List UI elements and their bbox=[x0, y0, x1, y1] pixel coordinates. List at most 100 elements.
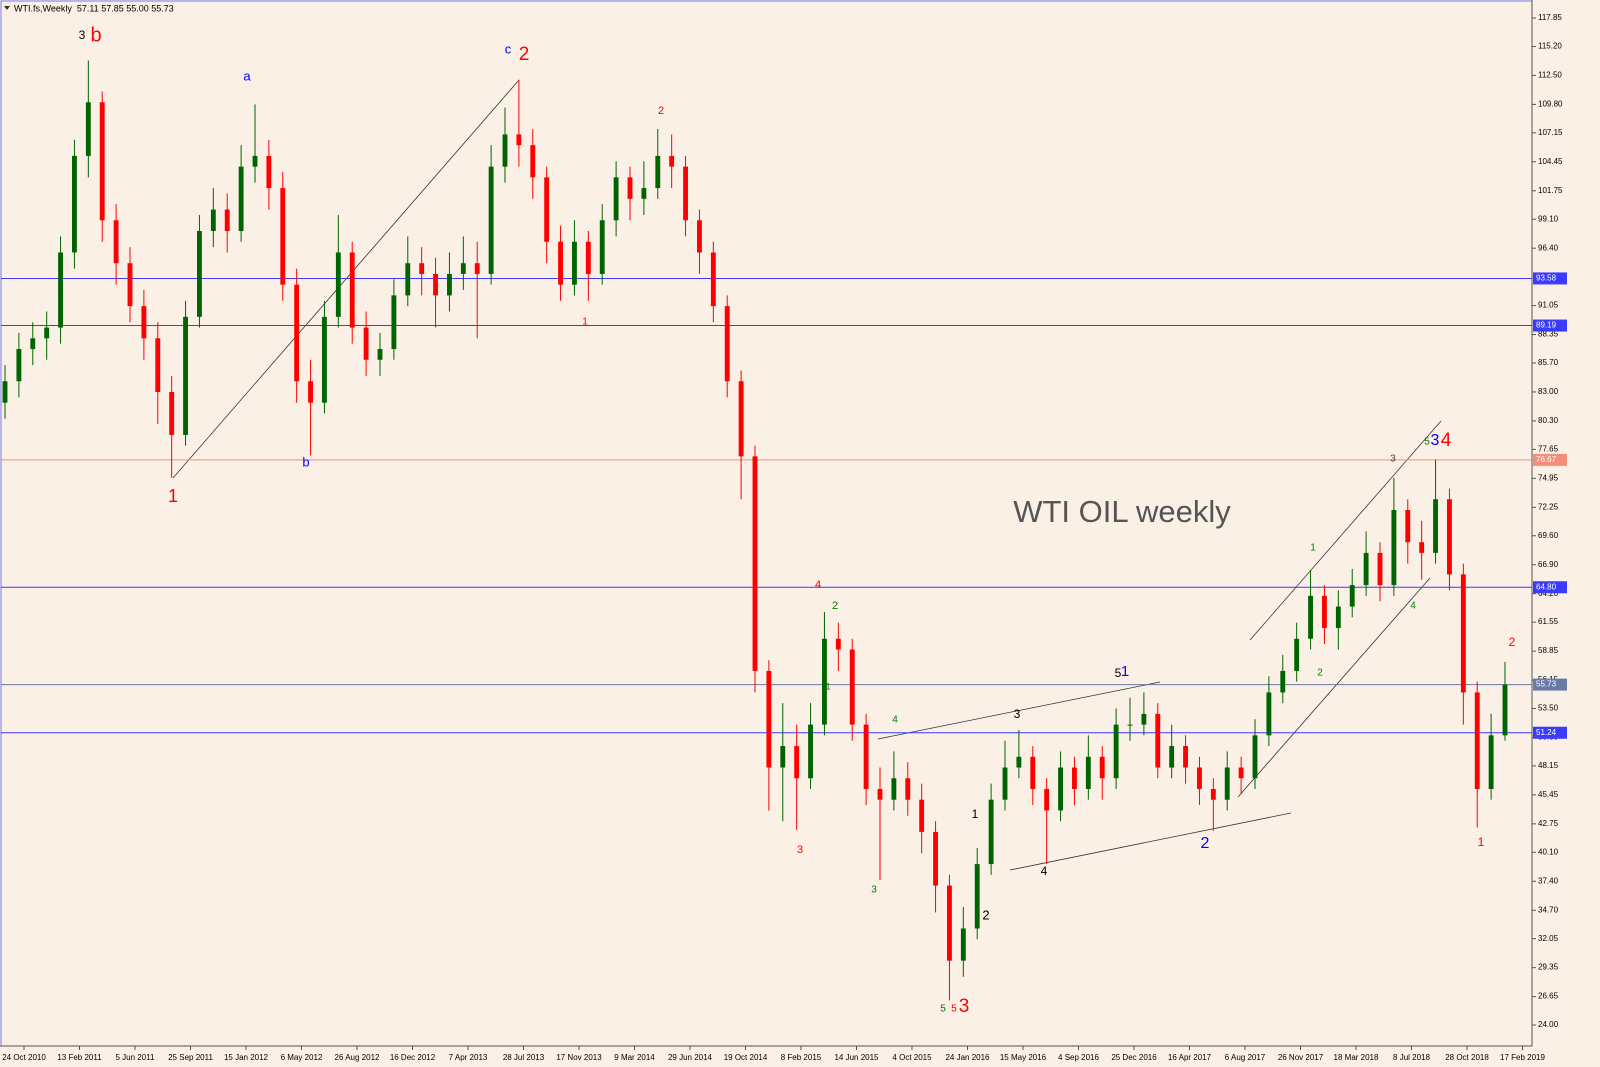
y-tick-label: 104.45 bbox=[1538, 157, 1563, 166]
wave-label: c bbox=[505, 41, 512, 56]
candle-body bbox=[322, 316, 327, 403]
candle-body bbox=[349, 252, 355, 328]
y-tick-label: 88.35 bbox=[1538, 330, 1559, 339]
candle-body bbox=[947, 885, 952, 961]
trend-line bbox=[1237, 577, 1431, 798]
candle-body bbox=[44, 327, 50, 339]
level-label: 51.24 bbox=[1536, 728, 1557, 737]
candle-body bbox=[474, 263, 480, 274]
x-tick-label: 24 Oct 2010 bbox=[2, 1053, 46, 1062]
candle-body bbox=[1169, 746, 1175, 768]
x-tick-label: 5 Jun 2011 bbox=[116, 1053, 156, 1062]
level-label: 64.80 bbox=[1536, 582, 1557, 591]
y-tick-label: 83.00 bbox=[1538, 387, 1559, 396]
candle-body bbox=[1349, 585, 1355, 607]
x-tick-label: 26 Aug 2012 bbox=[335, 1053, 380, 1062]
x-tick-label: 19 Oct 2014 bbox=[724, 1053, 768, 1062]
x-tick-label: 9 Mar 2014 bbox=[614, 1053, 655, 1062]
candle-body bbox=[405, 263, 411, 296]
wave-label: 4 bbox=[892, 715, 898, 726]
y-tick-label: 69.60 bbox=[1538, 531, 1559, 540]
wave-label: 3 bbox=[1390, 454, 1396, 465]
candle-body bbox=[113, 220, 119, 264]
candle-body bbox=[655, 155, 661, 189]
y-tick-label: 29.35 bbox=[1538, 963, 1559, 972]
chart-header: WTI.fs,Weekly 57.11 57.85 55.00 55.73 bbox=[14, 3, 174, 13]
y-tick-label: 72.25 bbox=[1538, 502, 1559, 511]
candle-body bbox=[1419, 542, 1425, 553]
candle-body bbox=[599, 220, 605, 274]
candle-body bbox=[1308, 595, 1313, 639]
x-tick-label: 24 Jan 2016 bbox=[945, 1053, 990, 1062]
candle-body bbox=[1155, 713, 1161, 768]
level-label: 93.58 bbox=[1536, 274, 1557, 283]
y-tick-label: 96.40 bbox=[1538, 243, 1559, 252]
candle-body bbox=[363, 327, 369, 360]
candle-body bbox=[85, 102, 91, 156]
trend-line bbox=[877, 681, 1161, 740]
x-tick-label: 26 Nov 2017 bbox=[1278, 1053, 1324, 1062]
trend-line bbox=[1249, 420, 1442, 641]
candle-body bbox=[1280, 670, 1286, 693]
y-tick-label: 53.50 bbox=[1538, 704, 1559, 713]
y-tick-label: 99.10 bbox=[1538, 214, 1559, 223]
candle-body bbox=[447, 273, 452, 296]
trend-lines bbox=[172, 79, 1442, 871]
y-tick-label: 107.15 bbox=[1538, 128, 1563, 137]
x-tick-label: 14 Jun 2015 bbox=[834, 1053, 879, 1062]
wave-label: 5 bbox=[1424, 437, 1430, 448]
x-tick-label: 4 Oct 2015 bbox=[892, 1053, 932, 1062]
y-tick-label: 74.95 bbox=[1538, 473, 1559, 482]
candle-body bbox=[1488, 735, 1494, 789]
candle-body bbox=[210, 209, 216, 232]
candle-body bbox=[960, 928, 966, 961]
candle-body bbox=[919, 799, 925, 832]
wave-label: 4 bbox=[1441, 430, 1452, 451]
candle-body bbox=[1474, 692, 1480, 789]
x-tick-label: 18 Mar 2018 bbox=[1334, 1053, 1379, 1062]
candle-body bbox=[141, 306, 147, 339]
candle-body bbox=[197, 231, 202, 317]
x-tick-label: 15 Jan 2012 bbox=[224, 1053, 269, 1062]
wave-label: 2 bbox=[1509, 635, 1516, 649]
y-tick-label: 37.40 bbox=[1538, 876, 1559, 885]
wave-label: 2 bbox=[519, 44, 530, 65]
y-tick-label: 42.75 bbox=[1538, 819, 1559, 828]
candle-body bbox=[1224, 767, 1230, 800]
wave-label: 1 bbox=[1478, 835, 1485, 849]
candle-body bbox=[183, 316, 188, 435]
y-tick-label: 32.05 bbox=[1538, 934, 1559, 943]
y-tick-label: 26.65 bbox=[1538, 992, 1559, 1001]
candle-body bbox=[16, 349, 22, 382]
wave-label: 2 bbox=[1201, 835, 1210, 852]
candle-body bbox=[516, 134, 522, 146]
wave-label: 2 bbox=[658, 105, 664, 117]
candle-body bbox=[1266, 692, 1272, 736]
candle-body bbox=[1058, 767, 1063, 811]
y-tick-label: 101.75 bbox=[1538, 186, 1563, 195]
level-label-box bbox=[1533, 453, 1567, 466]
candles bbox=[2, 60, 1508, 1001]
candle-body bbox=[30, 338, 36, 350]
candle-body bbox=[1210, 788, 1216, 800]
x-tick-label: 15 May 2016 bbox=[1000, 1053, 1047, 1062]
candle-body bbox=[1433, 499, 1438, 553]
candle-body bbox=[697, 220, 702, 253]
candle-body bbox=[933, 831, 938, 886]
level-label: 55.73 bbox=[1536, 680, 1557, 689]
candle-body bbox=[752, 456, 758, 671]
candle-body bbox=[266, 155, 272, 189]
candle-body bbox=[585, 241, 591, 274]
wave-label: 3 bbox=[797, 844, 803, 856]
y-tick-label: 45.45 bbox=[1538, 790, 1559, 799]
candle-body bbox=[641, 188, 647, 199]
candle-body bbox=[974, 864, 980, 929]
candle-body bbox=[1294, 638, 1300, 671]
candle-body bbox=[1002, 767, 1008, 800]
wave-label: 5 bbox=[951, 1004, 957, 1015]
wave-label: 5 bbox=[1115, 666, 1122, 680]
wave-label: 3 bbox=[1014, 707, 1021, 721]
candle-body bbox=[1377, 552, 1383, 586]
